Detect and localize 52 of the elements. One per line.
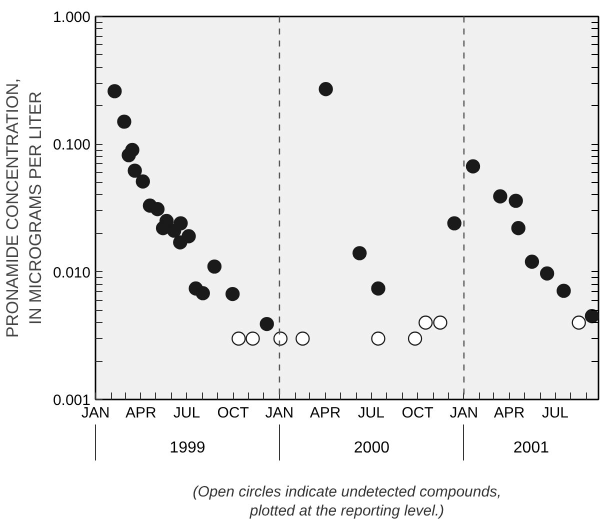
point <box>108 84 122 98</box>
point <box>524 254 540 269</box>
point <box>246 332 260 346</box>
point <box>260 316 274 332</box>
point <box>584 309 598 324</box>
x-tick-label: APR <box>494 404 525 422</box>
point <box>433 316 448 330</box>
y-axis-title: PRONAMIDE CONCENTRATION, IN MICROGRAMS PER LITER <box>3 78 45 338</box>
x-tick-label: JAN <box>450 404 478 422</box>
text: 1999 <box>170 440 206 456</box>
text: 2000 <box>354 440 390 456</box>
point <box>371 281 386 296</box>
point <box>150 202 165 216</box>
point <box>182 229 196 244</box>
x-tick-label: JUL <box>542 404 569 422</box>
point <box>232 332 246 346</box>
point <box>556 284 571 298</box>
x-tick-label: JAN <box>81 404 110 422</box>
point <box>174 216 188 230</box>
point <box>273 332 288 346</box>
point <box>122 148 136 162</box>
point <box>318 82 333 96</box>
point <box>508 194 523 208</box>
point <box>540 266 554 281</box>
point <box>196 286 210 300</box>
text: 2001 <box>513 440 550 456</box>
point <box>371 332 386 346</box>
point <box>117 114 132 129</box>
y-tick-label: 0.010 <box>52 264 91 282</box>
y-tick-label: 0.100 <box>52 136 91 154</box>
x-tick-label: OCT <box>402 404 434 422</box>
point <box>493 189 508 204</box>
point <box>352 246 367 260</box>
x-tick-label: OCT <box>217 404 249 422</box>
point <box>572 316 586 330</box>
point <box>225 286 240 302</box>
point <box>128 164 142 178</box>
point <box>408 332 422 346</box>
point <box>136 174 150 189</box>
point <box>296 332 310 346</box>
point <box>511 221 526 236</box>
x-tick-label: JAN <box>265 404 294 422</box>
x-tick-label: APR <box>125 404 156 422</box>
x-tick-label: JUL <box>173 404 200 422</box>
point <box>447 216 462 230</box>
x-tick-label: JUL <box>358 404 385 422</box>
point <box>207 259 222 274</box>
point <box>418 316 433 330</box>
text: (Open circles indicate undetected compounds, plotted at the reporting level.) <box>192 484 502 519</box>
point <box>466 159 480 174</box>
x-tick-label: APR <box>310 404 341 422</box>
y-tick-label: 1.000 <box>52 9 91 26</box>
